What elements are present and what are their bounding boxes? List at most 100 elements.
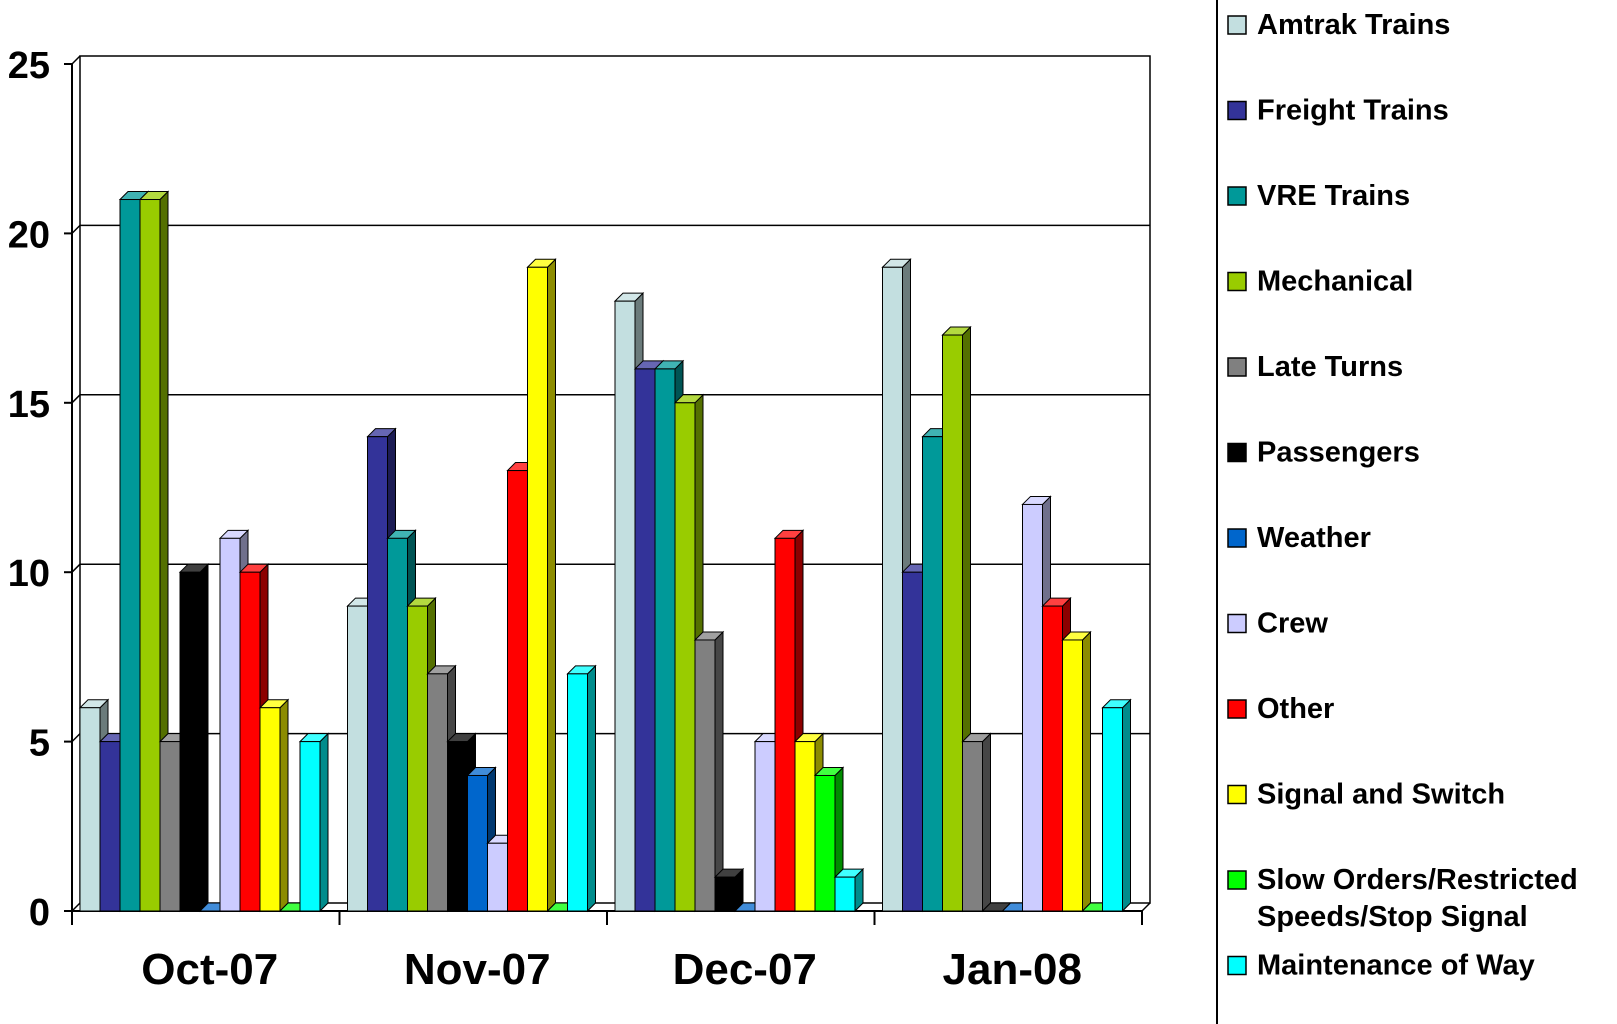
bar-front	[1062, 639, 1083, 912]
bar-front	[507, 470, 528, 912]
bar-front	[179, 571, 201, 912]
legend-swatch	[1227, 271, 1247, 292]
bar-front	[942, 334, 963, 912]
bar-front	[1022, 503, 1043, 912]
bar-front	[654, 368, 676, 912]
bar-side	[587, 664, 596, 913]
x-tick-label: Dec-07	[673, 945, 817, 994]
legend-item: Other	[1227, 693, 1334, 725]
bar-front	[239, 571, 261, 912]
bar-side	[1082, 630, 1091, 913]
gridline-depth	[71, 394, 81, 404]
legend-swatch	[1227, 613, 1247, 634]
bar-front	[814, 774, 836, 912]
legend-item: Signal and Switch	[1227, 779, 1505, 811]
legend-label: Passengers	[1257, 437, 1420, 469]
bar-front	[79, 707, 101, 912]
legend-item: Freight Trains	[1227, 95, 1449, 127]
legend-label: Speeds/Stop Signal	[1257, 901, 1528, 933]
legend-label: Mechanical	[1257, 266, 1413, 298]
bar-front	[119, 199, 141, 912]
bar-front	[714, 876, 736, 912]
y-tick-label: 20	[8, 214, 50, 256]
y-tick-label: 25	[8, 45, 50, 87]
legend-swatch	[1227, 15, 1247, 35]
bar-front	[774, 537, 796, 912]
legend-label: Maintenance of Way	[1257, 950, 1535, 982]
bar-front	[299, 741, 321, 912]
bars	[78, 190, 1132, 913]
bar-front	[922, 436, 943, 912]
legend-label: VRE Trains	[1257, 180, 1410, 212]
bar-front	[427, 673, 448, 912]
bar	[178, 562, 210, 913]
gridline-depth	[71, 902, 81, 912]
legend-item: Mechanical	[1227, 266, 1413, 298]
legend-swatch	[1227, 100, 1247, 121]
legend-item: Maintenance of Way	[1227, 950, 1535, 982]
gridline-depth	[71, 55, 81, 65]
legend-label: Slow Orders/Restricted	[1257, 864, 1578, 896]
bar-front	[834, 876, 856, 912]
bar-front	[882, 266, 903, 912]
legend-label: Amtrak Trains	[1257, 9, 1450, 41]
bar-front	[694, 639, 716, 912]
x-tick-labels: Oct-07 Nov-07 Dec-07 Jan-08	[141, 945, 1082, 994]
bar	[713, 867, 745, 913]
bar-front	[219, 537, 241, 912]
bar-front	[367, 436, 388, 912]
legend-swatch	[1227, 357, 1247, 377]
legend-label: Weather	[1257, 522, 1371, 554]
gridline-depth	[71, 563, 81, 573]
legend-swatch	[1227, 528, 1247, 548]
x-tick-label: Oct-07	[141, 945, 278, 994]
bar	[1101, 698, 1132, 913]
bar	[138, 190, 170, 913]
bar	[961, 732, 992, 913]
legend-item: Crew	[1227, 608, 1328, 640]
bar-side	[279, 698, 289, 913]
legend-swatch	[1227, 699, 1247, 719]
x-tick-label: Nov-07	[404, 945, 551, 994]
bar-front	[99, 741, 121, 912]
bar-side	[1122, 698, 1131, 913]
legend-label: Other	[1257, 693, 1334, 725]
legend-label: Freight Trains	[1257, 95, 1449, 127]
bar	[298, 732, 330, 913]
bar-front	[467, 774, 488, 912]
legend-label: Signal and Switch	[1257, 779, 1505, 811]
bar-side	[319, 732, 329, 913]
bar-front	[1102, 707, 1123, 912]
bar-front	[1042, 605, 1063, 912]
bar-front	[407, 605, 428, 912]
legend-swatch	[1227, 784, 1247, 805]
bar-front	[447, 741, 468, 912]
bar-front	[387, 537, 408, 912]
bar	[258, 698, 290, 913]
bar-front	[674, 402, 696, 912]
bar-front	[139, 199, 161, 912]
legend-label: Late Turns	[1257, 351, 1403, 383]
bar-front	[614, 300, 636, 912]
legend-item: Slow Orders/Restricted Speeds/Stop Signal	[1227, 864, 1578, 933]
legend-item: Amtrak Trains	[1227, 9, 1450, 41]
bar-side	[982, 732, 991, 913]
bar-front	[754, 741, 776, 912]
bar-front	[259, 707, 281, 912]
bar-front	[159, 741, 181, 912]
legend: Amtrak Trains Freight Trains VRE Trains Mec…	[1216, 0, 1578, 1024]
legend-swatch	[1227, 442, 1247, 463]
bar-side	[199, 562, 209, 913]
bar	[526, 258, 557, 913]
bar	[833, 867, 865, 913]
bar	[1061, 630, 1092, 913]
bar-front	[487, 842, 508, 912]
gridline-depth	[71, 224, 81, 234]
y-tick-label: 10	[8, 553, 50, 595]
y-tick-label: 0	[29, 892, 50, 934]
bar-front	[634, 368, 656, 912]
legend-item: Weather	[1227, 522, 1371, 554]
legend-swatch	[1227, 955, 1247, 976]
bar-front	[902, 571, 923, 912]
